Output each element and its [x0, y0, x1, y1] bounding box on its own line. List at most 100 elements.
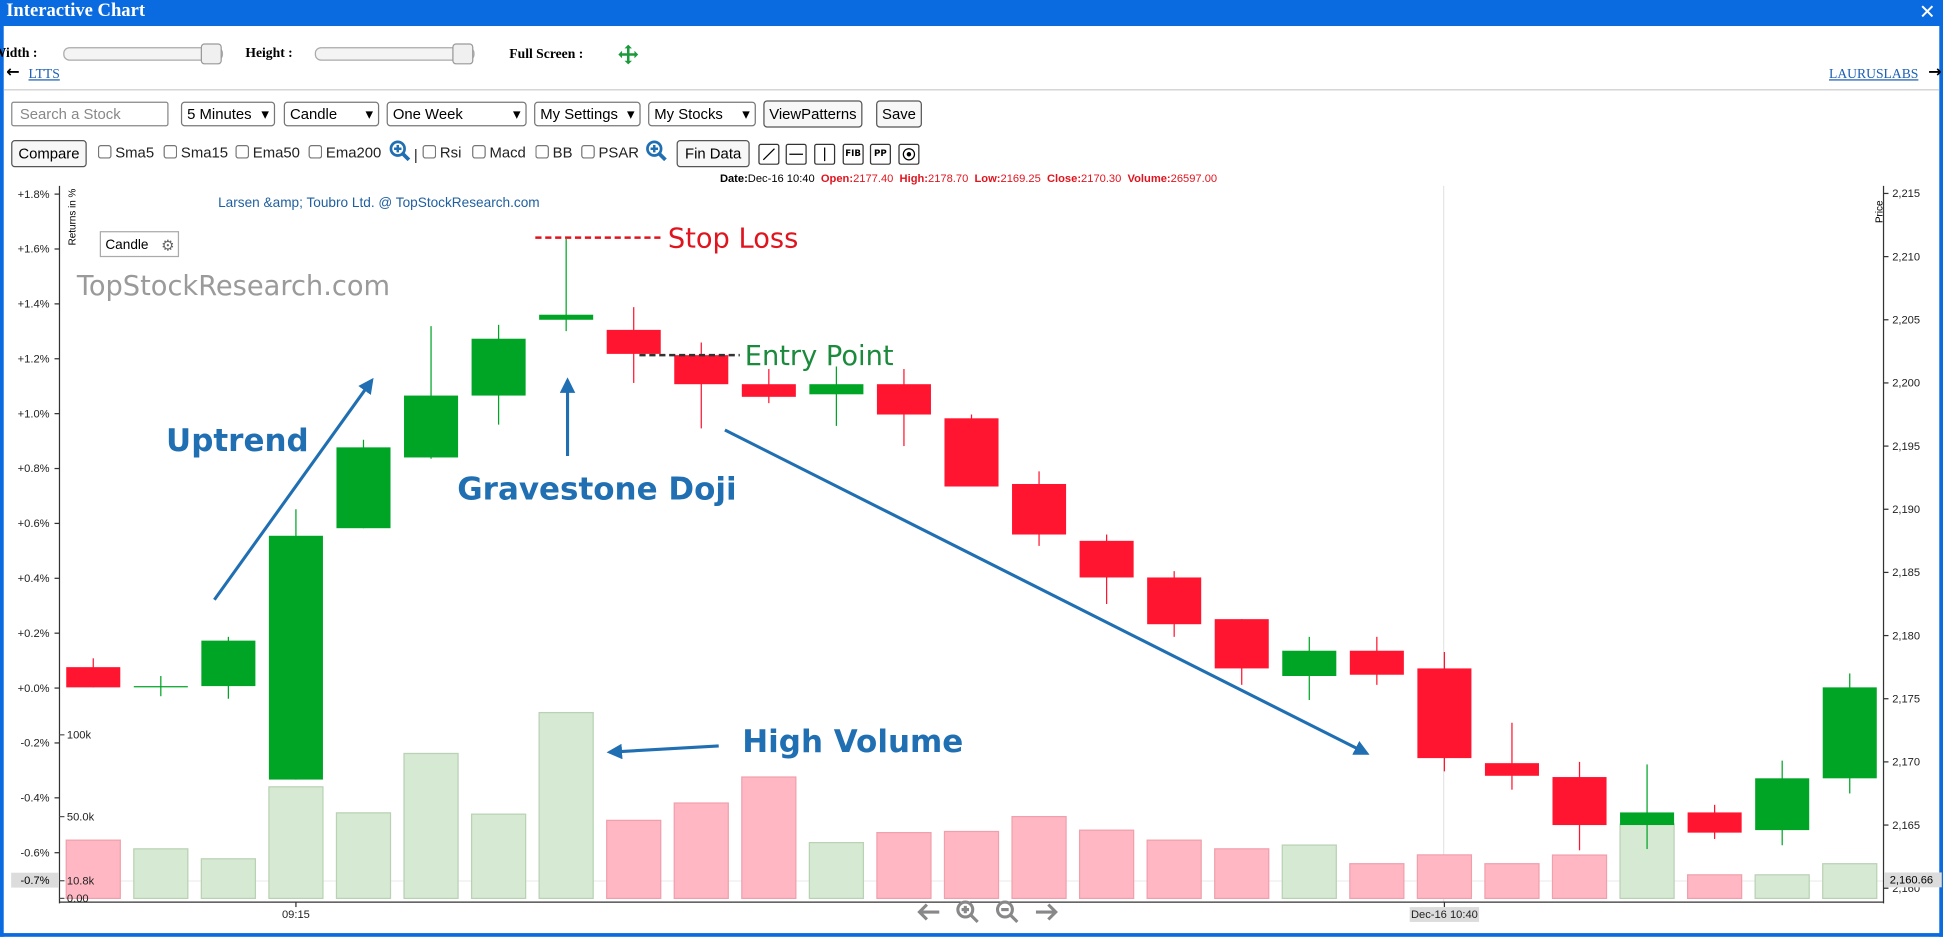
indicator-checkbox[interactable]: Ema50 [235, 144, 300, 161]
checkbox[interactable] [97, 144, 112, 159]
annotation: High Volume [742, 724, 963, 760]
annotation: Uptrend [166, 423, 309, 459]
y2-tick-label: +1.6% [18, 244, 50, 256]
y2-tick-label: -0.6% [20, 847, 49, 859]
search-input[interactable]: Search a Stock [11, 101, 169, 127]
candle-body [268, 535, 323, 780]
nav-zoom-out[interactable] [995, 900, 1019, 924]
button[interactable]: ViewPatterns [763, 100, 863, 128]
volume-bar [403, 752, 459, 900]
tool-glyph [902, 148, 916, 161]
close-button[interactable]: ✕ [1918, 0, 1936, 24]
fib-tool[interactable]: FIB [842, 143, 864, 165]
info-open-label: Open: [821, 173, 853, 185]
candle-body [1552, 777, 1607, 826]
tool-glyph [789, 153, 803, 155]
pp-tool[interactable]: PP [869, 143, 891, 165]
checkbox[interactable] [422, 144, 437, 159]
y2-tick-label: -0.4% [20, 793, 49, 805]
candle-body [201, 640, 256, 687]
checkbox[interactable] [581, 144, 595, 159]
indicator-label: Ema200 [325, 143, 382, 162]
zoom-handle [401, 152, 411, 162]
nav-left[interactable] [917, 903, 940, 921]
indicator-checkbox[interactable]: Sma15 [163, 144, 228, 161]
hline-tool[interactable] [785, 143, 807, 165]
next-stock-link[interactable]: LAURUSLABS [1829, 66, 1919, 82]
checkbox[interactable] [535, 144, 549, 159]
checkbox[interactable] [308, 144, 323, 159]
indicator-label: Rsi [439, 143, 462, 162]
select[interactable]: My Stocks [648, 101, 756, 127]
prev-arrow[interactable]: ← [6, 63, 20, 82]
chart-type-dropdown[interactable] [99, 231, 180, 258]
width-slider[interactable] [63, 47, 224, 61]
indicator-checkbox[interactable]: Macd [472, 144, 526, 161]
candle-body [606, 329, 661, 354]
zoom-icon[interactable] [389, 140, 411, 162]
move-arrows [618, 44, 639, 65]
indicator-checkbox[interactable]: Rsi [422, 143, 462, 162]
y2-tick-label: +1.8% [18, 189, 50, 201]
separator [3, 89, 1940, 91]
indicator-label: Sma5 [115, 143, 155, 162]
fullscreen-icon[interactable] [618, 44, 639, 65]
checkbox[interactable] [235, 144, 250, 159]
y2-tick-label: +0.4% [18, 573, 50, 585]
nav-zoom-in[interactable] [956, 900, 979, 924]
candle-body [1822, 687, 1877, 779]
settings-tool[interactable] [898, 143, 920, 165]
indicator-checkbox[interactable]: Ema200 [308, 143, 382, 162]
candle-body [1012, 483, 1067, 535]
candle-body [1755, 778, 1810, 831]
compare-button[interactable]: Compare [11, 140, 87, 168]
trendline-tool[interactable] [758, 143, 780, 165]
candle-body [1282, 650, 1337, 676]
divider: | [413, 146, 418, 164]
nav-right[interactable] [1035, 903, 1058, 921]
height-label: Height : [245, 45, 293, 61]
checkbox[interactable] [472, 144, 486, 159]
candle-body [944, 418, 999, 487]
candle-body [471, 338, 526, 396]
nav-buttons [917, 900, 1058, 924]
indicator-checkbox[interactable]: Sma5 [97, 143, 155, 162]
indicator-checkbox[interactable]: BB [535, 143, 573, 162]
prev-stock-link[interactable]: LTTS [28, 66, 60, 82]
zoom-icon[interactable] [646, 140, 668, 162]
volume-bar [1822, 863, 1878, 900]
volume-tick-label: 10.8k [67, 875, 95, 887]
volume-bar [1416, 854, 1473, 900]
ohlc-info: Date:Dec-16 10:40 Open:2177.40 High:2178.7… [720, 173, 1217, 185]
next-arrow[interactable]: → [1928, 63, 1942, 82]
indicator-label: BB [552, 143, 573, 162]
info-volume-label: Volume: [1128, 173, 1171, 185]
level-label: Entry Point [745, 341, 894, 372]
annotation: Gravestone Doji [457, 471, 736, 507]
y2-tick-label: +0.0% [18, 683, 50, 695]
height-slider-thumb[interactable] [452, 43, 474, 65]
window-title: Interactive Chart [6, 1, 146, 22]
chart-title: Larsen &amp; Toubro Ltd. @ TopStockResea… [218, 195, 540, 210]
select[interactable]: Candle [283, 101, 380, 127]
button[interactable]: Save [876, 100, 922, 128]
checkbox[interactable] [163, 144, 178, 159]
volume-bar [808, 841, 865, 900]
y-tick-label: 2,165 [1892, 820, 1920, 832]
height-slider[interactable] [314, 47, 475, 61]
select[interactable]: 5 Minutes [180, 101, 276, 127]
volume-bar [268, 786, 324, 900]
indicator-checkbox[interactable]: PSAR [581, 144, 639, 161]
y2-tick-label: +0.6% [18, 518, 50, 530]
y-tick-label: 2,180 [1892, 630, 1920, 642]
width-slider-thumb[interactable] [200, 43, 222, 65]
select[interactable]: One Week [386, 101, 527, 127]
candle-body [404, 395, 459, 458]
select[interactable]: My Settings [534, 101, 641, 127]
vline-tool[interactable] [814, 143, 836, 165]
y2-tick-label: -0.2% [20, 738, 49, 750]
candle-body [1417, 668, 1472, 759]
fin-data-button[interactable]: Fin Data [676, 140, 750, 168]
gear-icon[interactable]: ⚙ [161, 238, 174, 254]
